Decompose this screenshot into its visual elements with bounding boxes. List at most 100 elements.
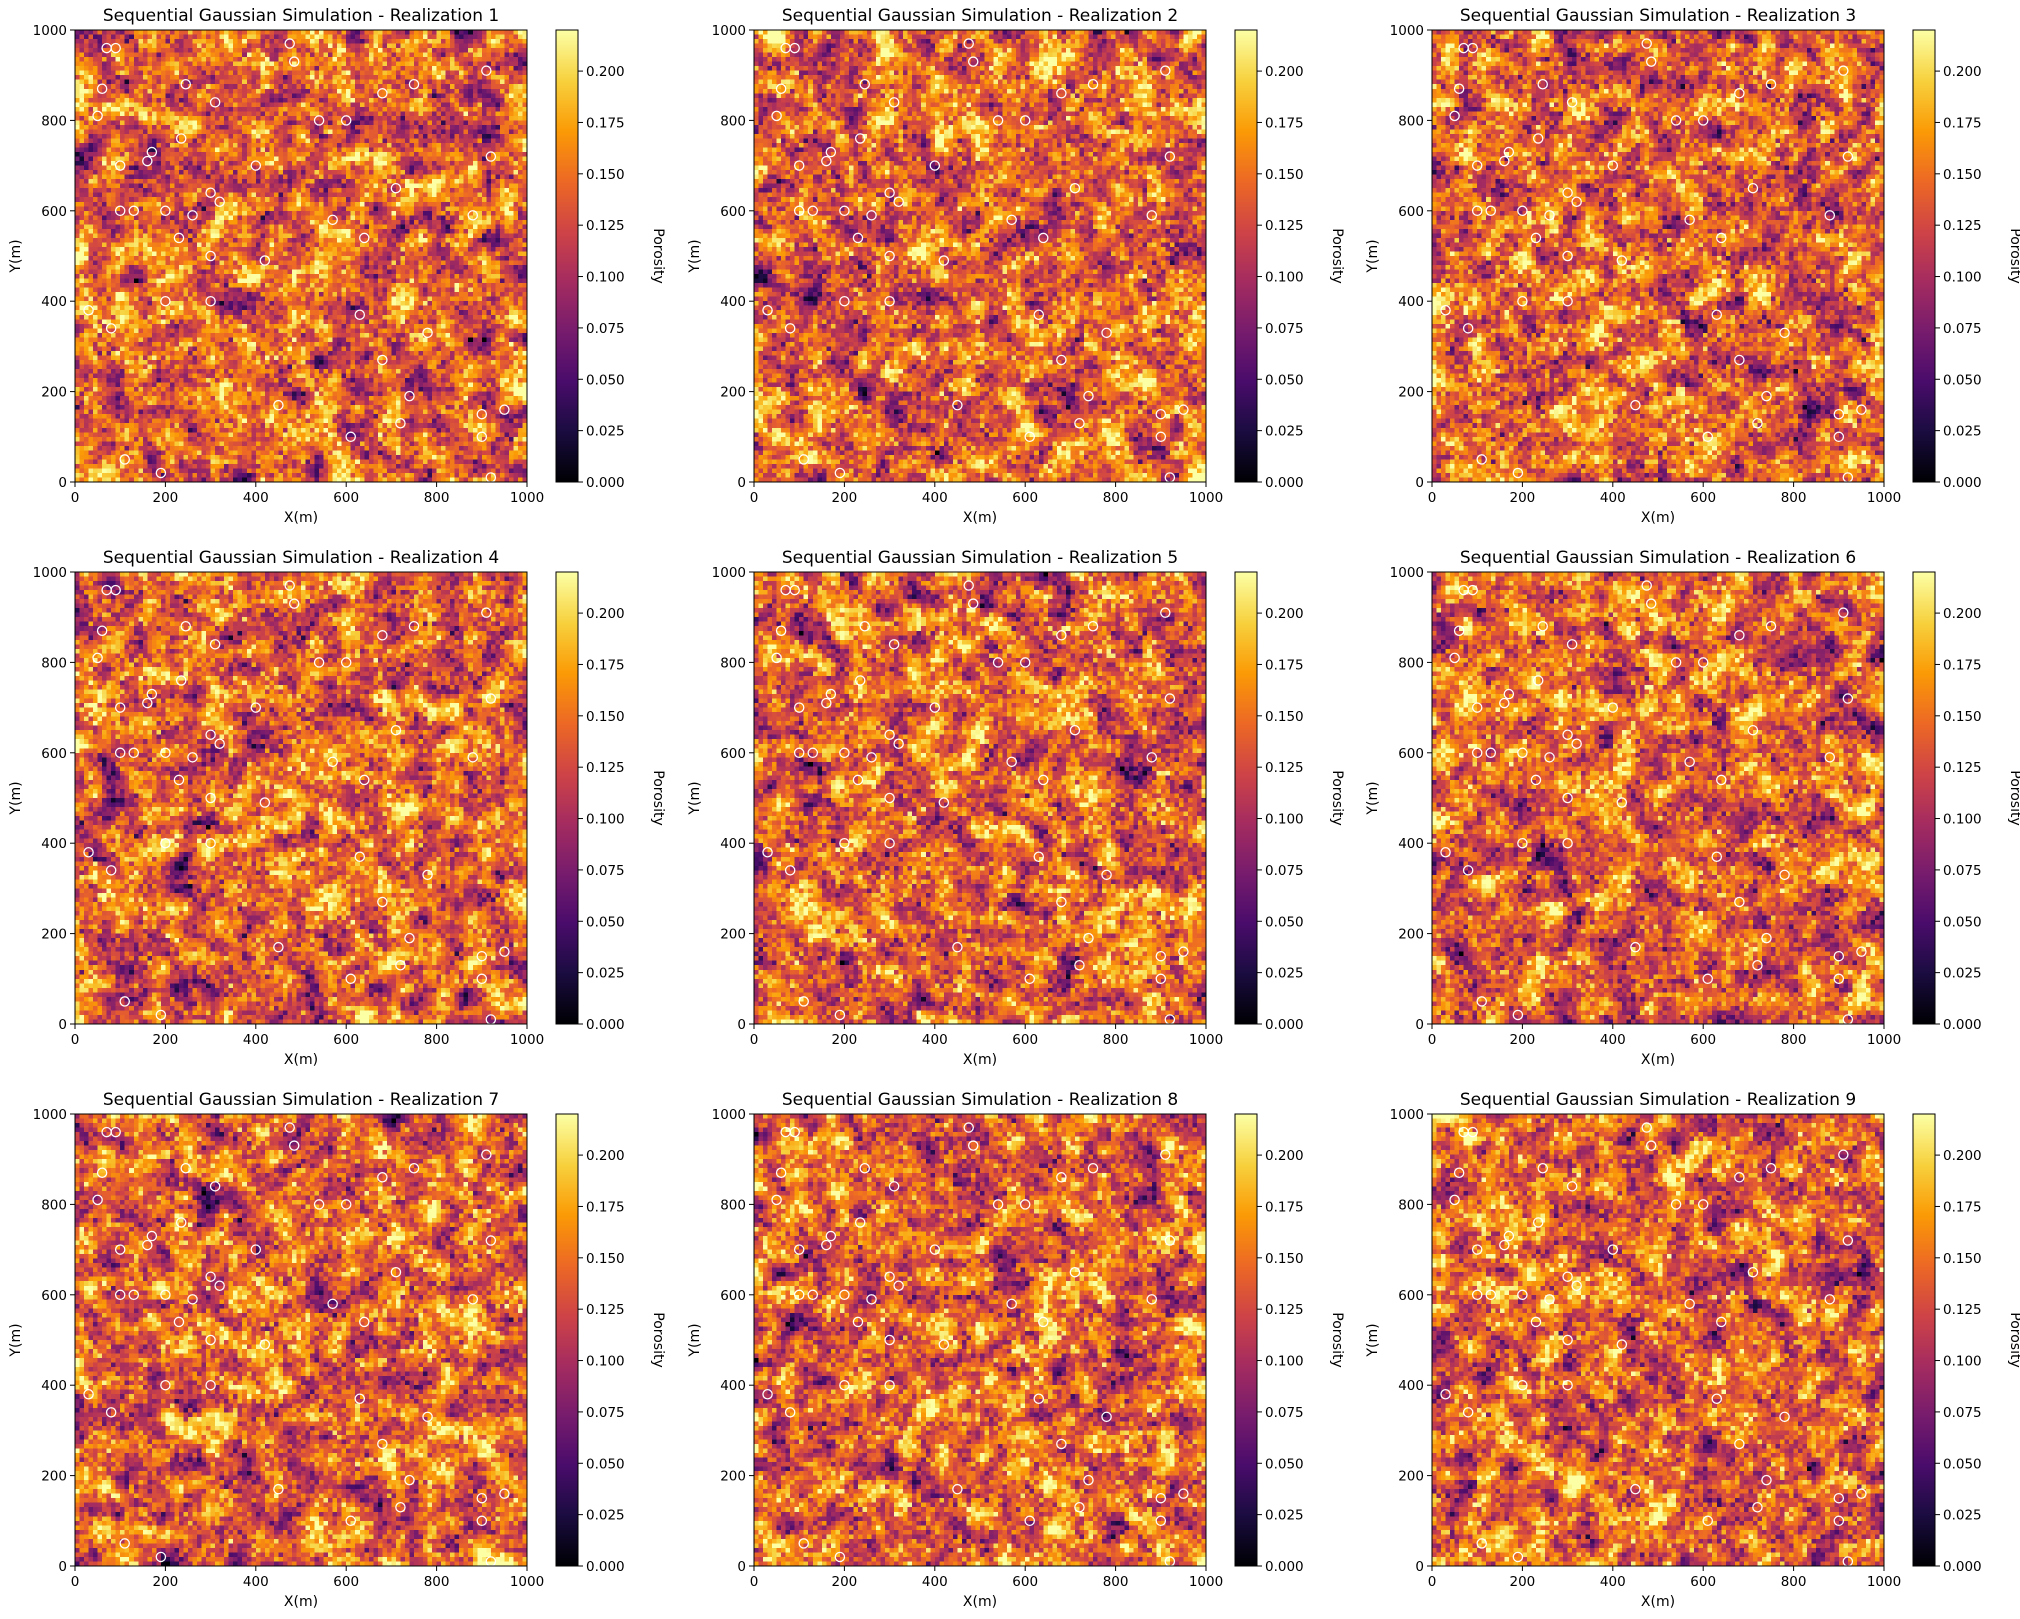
well-marker <box>187 1294 198 1305</box>
well-marker <box>1178 404 1189 415</box>
y-axis-label: Y(m) <box>1365 239 1381 273</box>
well-marker <box>793 160 805 171</box>
well-marker <box>404 1474 415 1486</box>
colorbar-tick-label: 0.025 <box>586 1508 625 1524</box>
y-tick-label: 0 <box>58 1017 67 1033</box>
well-marker <box>1842 151 1854 162</box>
well-marker <box>273 941 284 953</box>
plot-frame <box>74 29 528 483</box>
well-marker <box>1761 390 1772 402</box>
well-marker <box>967 598 979 609</box>
well-marker <box>175 675 187 686</box>
y-tick-label: 600 <box>41 1288 67 1304</box>
colorbar-tick-label: 0.125 <box>1265 218 1304 234</box>
well-marker <box>377 354 388 366</box>
y-tick-label: 600 <box>1398 746 1424 762</box>
well-marker <box>1571 1280 1582 1292</box>
x-tick-label: 200 <box>1510 490 1536 506</box>
colorbar-tick-label: 0.075 <box>586 321 625 337</box>
well-marker <box>119 454 130 465</box>
well-marker <box>173 774 185 786</box>
colorbar-tick-label: 0.175 <box>1943 657 1982 673</box>
well-marker <box>1761 932 1772 944</box>
well-marker <box>1562 729 1573 740</box>
well-marker <box>1517 205 1528 217</box>
well-marker <box>481 65 492 76</box>
well-marker <box>893 1280 904 1292</box>
colorbar-tick-label: 0.075 <box>1943 321 1982 337</box>
x-tick-label: 800 <box>424 1574 450 1590</box>
well-marker <box>422 1411 433 1423</box>
x-tick-label: 800 <box>424 1032 450 1048</box>
plot-frame <box>1431 571 1885 1025</box>
well-marker <box>1056 896 1067 908</box>
well-marker <box>884 837 895 849</box>
y-tick-label: 600 <box>41 204 67 220</box>
well-marker <box>888 639 900 650</box>
well-marker <box>839 837 850 849</box>
well-marker <box>1083 1474 1094 1486</box>
well-marker <box>327 756 338 768</box>
colorbar-tick-label: 0.050 <box>1265 914 1304 930</box>
colorbar <box>556 572 578 1024</box>
panel-7: Sequential Gaussian Simulation - Realiza… <box>8 1090 666 1610</box>
well-marker <box>888 97 900 108</box>
well-marker <box>155 1009 167 1021</box>
well-marker <box>390 182 402 194</box>
x-tick-label: 600 <box>333 490 359 506</box>
porosity-heatmap <box>1432 1114 1884 1566</box>
well-marker <box>205 1271 216 1282</box>
well-marker <box>1716 1316 1727 1328</box>
colorbar-tick-label: 0.075 <box>1943 863 1982 879</box>
well-marker <box>893 738 904 750</box>
colorbar-tick-label: 0.100 <box>1265 270 1304 286</box>
colorbar-tick-label: 0.075 <box>586 863 625 879</box>
well-marker <box>825 1230 837 1242</box>
well-marker <box>408 78 420 90</box>
colorbar-tick-label: 0.150 <box>1265 1251 1304 1267</box>
well-marker <box>1471 1244 1483 1255</box>
conditioning-wells <box>1440 580 1867 1025</box>
plot-frame <box>753 571 1207 1025</box>
well-marker <box>1630 1483 1641 1495</box>
well-marker <box>884 187 895 198</box>
well-marker <box>327 214 338 226</box>
colorbar-tick-label: 0.050 <box>1265 372 1304 388</box>
well-marker <box>1747 182 1759 194</box>
well-marker <box>1670 657 1682 668</box>
y-tick-label: 800 <box>1398 655 1424 671</box>
well-marker <box>1562 1271 1573 1282</box>
panel-2: Sequential Gaussian Simulation - Realiza… <box>687 6 1345 526</box>
well-marker <box>1752 1501 1763 1513</box>
well-marker <box>110 584 121 596</box>
well-marker <box>798 996 809 1007</box>
colorbar-tick-label: 0.050 <box>1943 1456 1982 1472</box>
x-tick-label: 1000 <box>510 490 544 506</box>
well-marker <box>866 210 877 221</box>
well-marker <box>938 255 950 266</box>
panel-1: Sequential Gaussian Simulation - Realiza… <box>8 6 666 526</box>
colorbar-tick-label: 0.075 <box>1265 1405 1304 1421</box>
x-tick-label: 600 <box>333 1574 359 1590</box>
well-marker <box>866 1294 877 1305</box>
well-marker <box>83 846 94 858</box>
well-marker <box>313 1199 325 1210</box>
y-tick-label: 400 <box>1398 1378 1424 1394</box>
colorbar-tick-label: 0.050 <box>586 914 625 930</box>
well-marker <box>1512 467 1524 479</box>
well-marker <box>1765 1162 1777 1174</box>
well-marker <box>1571 738 1582 750</box>
well-marker <box>313 657 325 668</box>
well-marker <box>345 1515 356 1527</box>
y-tick-label: 400 <box>720 294 746 310</box>
colorbar-tick-label: 0.200 <box>586 606 625 622</box>
well-marker <box>762 304 773 316</box>
well-marker <box>839 747 850 759</box>
x-tick-label: 800 <box>424 490 450 506</box>
x-tick-label: 200 <box>832 490 858 506</box>
panel-title: Sequential Gaussian Simulation - Realiza… <box>782 1090 1178 1110</box>
well-marker <box>142 1239 153 1251</box>
x-tick-label: 0 <box>71 490 80 506</box>
colorbar-tick-label: 0.025 <box>1943 424 1982 440</box>
panel-title: Sequential Gaussian Simulation - Realiza… <box>1460 1090 1856 1110</box>
